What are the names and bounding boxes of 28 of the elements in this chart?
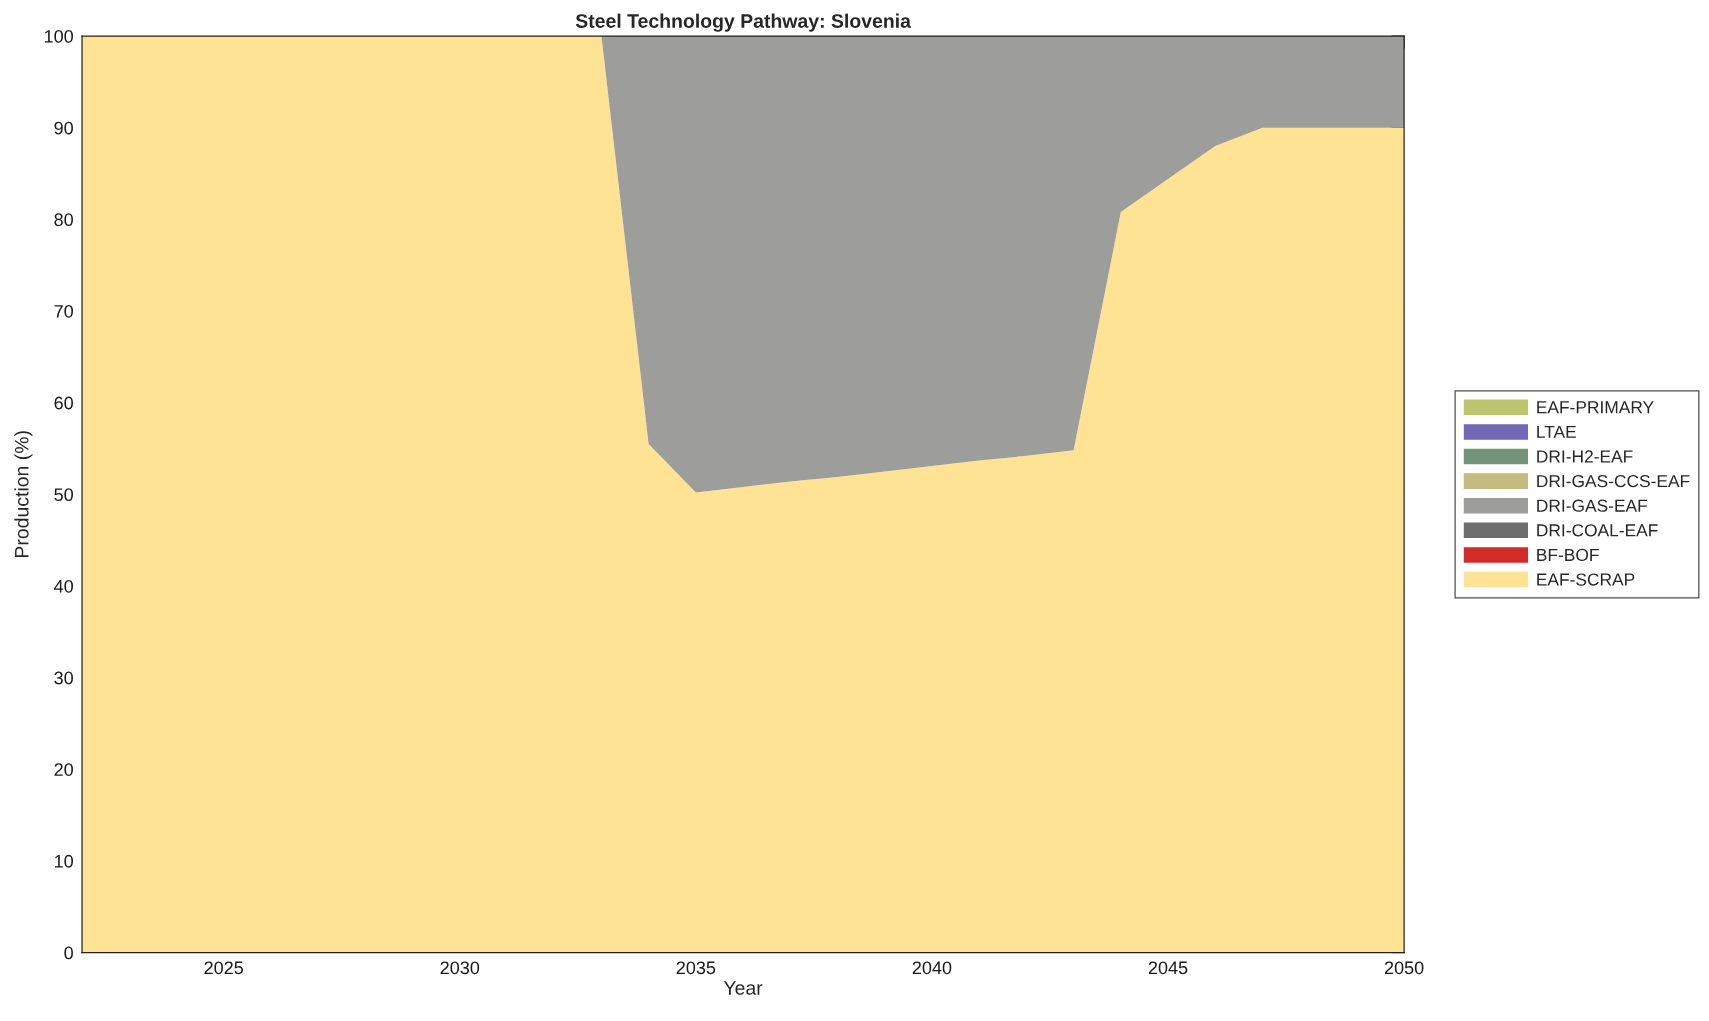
x-axis-title: Year — [723, 981, 763, 995]
legend-label: LTAE — [1537, 425, 1576, 438]
y-tick-label: 40 — [54, 579, 73, 593]
x-tick-label: 2025 — [204, 961, 244, 975]
y-tick-label: 30 — [54, 671, 73, 685]
x-tick-label: 2030 — [440, 961, 480, 975]
y-tick-label: 0 — [64, 946, 73, 960]
y-axis-title: Production (%) — [14, 431, 33, 558]
y-tick-label: 20 — [54, 763, 73, 776]
legend-label: EAF-PRIMARY — [1537, 401, 1654, 414]
y-tick-label: 70 — [54, 304, 73, 318]
y-tick-label: 50 — [54, 488, 73, 502]
chart-title: Steel Technology Pathway: Slovenia — [575, 13, 912, 32]
y-tick-label: 10 — [54, 854, 73, 868]
y-tick-label: 80 — [54, 213, 73, 227]
y-tick-label: 60 — [54, 396, 73, 410]
x-tick-label: 2050 — [1384, 961, 1424, 975]
legend-label: EAF-SCRAP — [1537, 573, 1635, 586]
y-tick-label: 90 — [54, 121, 73, 135]
legend-label: BF-BOF — [1537, 548, 1599, 562]
legend-label: DRI-H2-EAF — [1537, 450, 1633, 463]
legend-label: DRI-GAS-EAF — [1537, 499, 1648, 512]
legend-label: DRI-COAL-EAF — [1537, 524, 1658, 537]
x-tick-label: 2045 — [1148, 961, 1188, 975]
x-tick-label: 2035 — [676, 961, 716, 975]
x-tick-label: 2040 — [912, 961, 952, 975]
y-tick-label: 100 — [44, 29, 73, 43]
legend-label: DRI-GAS-CCS-EAF — [1537, 474, 1690, 488]
